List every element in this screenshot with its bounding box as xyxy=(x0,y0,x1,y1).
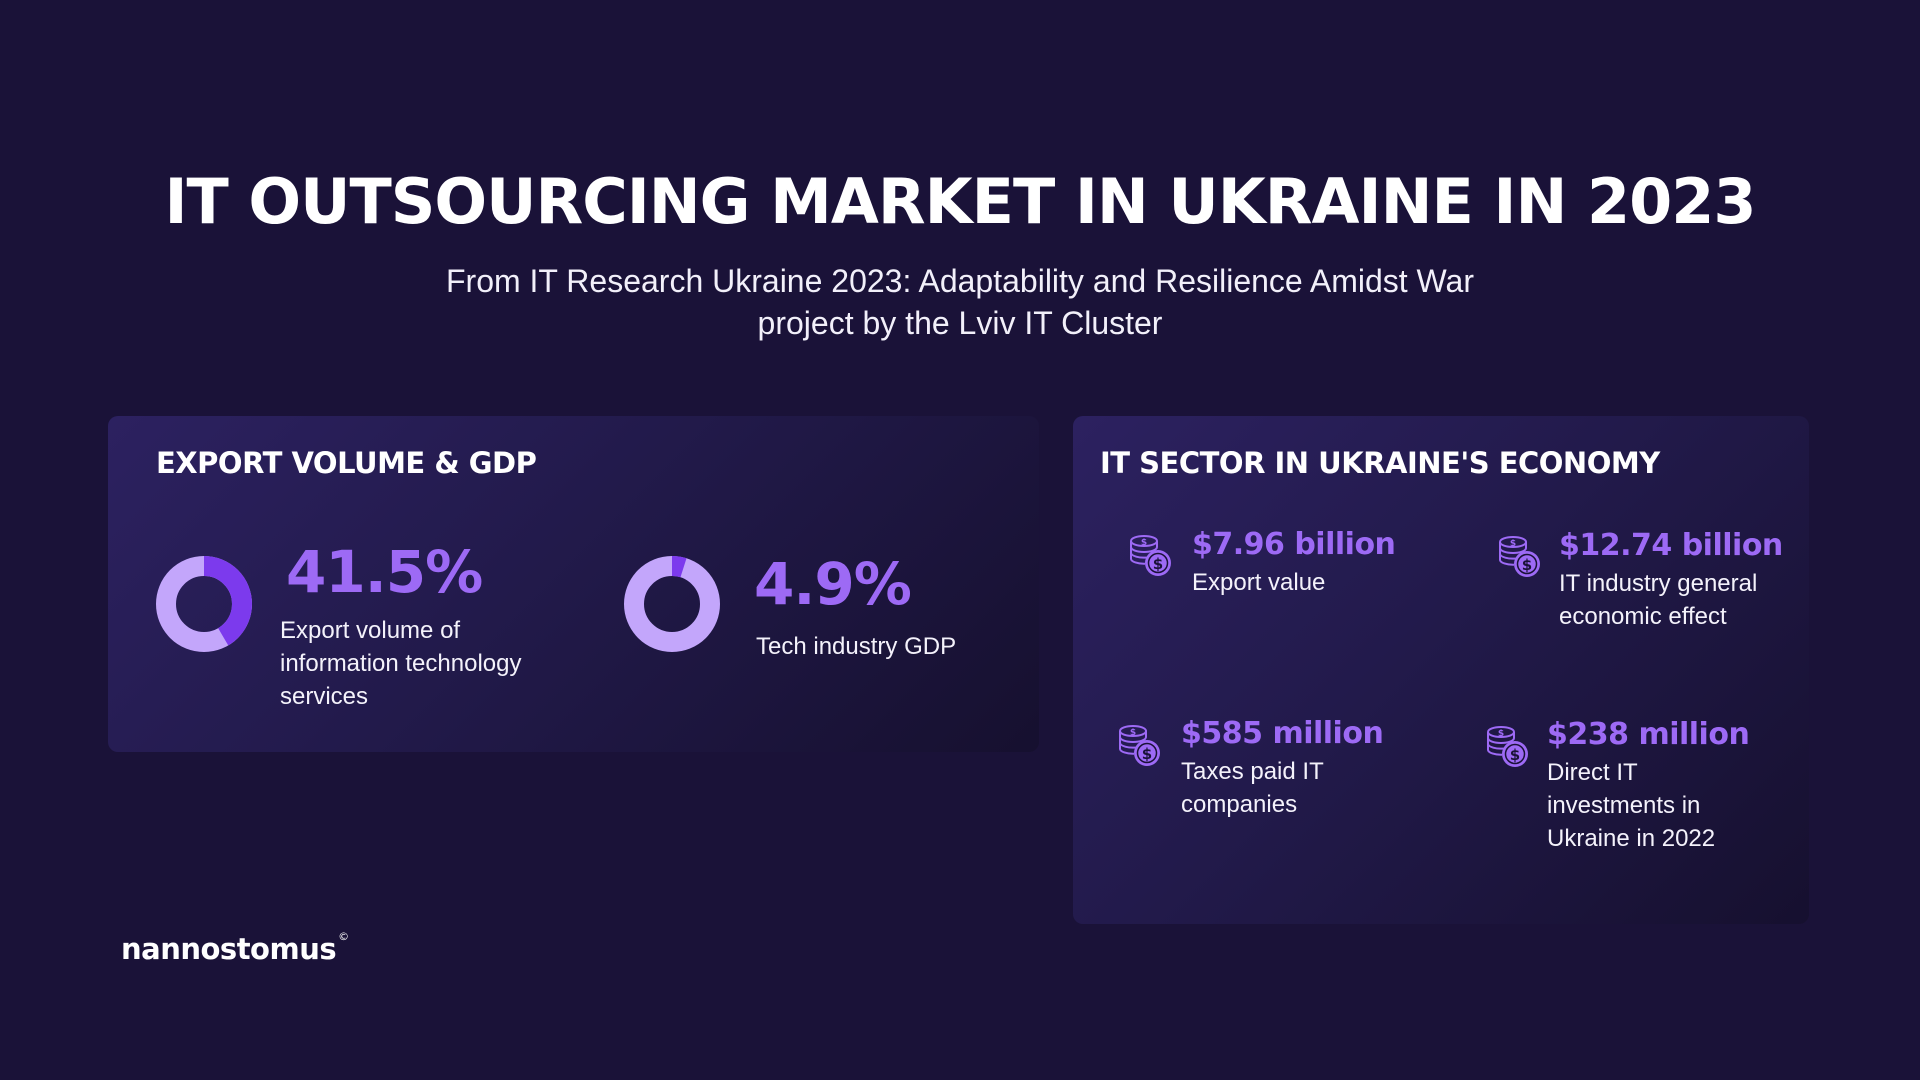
export-value-label: Export value xyxy=(1192,569,1326,596)
donut-base-ring xyxy=(624,556,720,652)
direct-investments-amount: $238 million xyxy=(1547,717,1750,752)
logo-mark: © xyxy=(338,930,349,943)
subtitle-line-1: From IT Research Ukraine 2023: Adaptabil… xyxy=(445,263,1474,299)
svg-text:$: $ xyxy=(1510,746,1520,764)
taxes-paid-label: Taxes paid IT companies xyxy=(1181,758,1324,818)
svg-text:$: $ xyxy=(1510,539,1516,549)
coins-dollar-icon: $ $ xyxy=(1116,722,1164,770)
svg-text:$: $ xyxy=(1522,556,1532,574)
tech-gdp-donut xyxy=(624,556,720,652)
page-title: IT OUTSOURCING MARKET IN UKRAINE IN 2023 xyxy=(164,165,1756,238)
economic-effect-amount: $12.74 billion xyxy=(1559,528,1783,563)
brand-logo: nannostomus © xyxy=(121,930,349,966)
tech-gdp-label: Tech industry GDP xyxy=(756,633,957,660)
economic-effect-label: IT industry general economic effect xyxy=(1559,570,1758,630)
export-volume-value: 41.5% xyxy=(286,538,483,606)
coins-dollar-icon: $ $ xyxy=(1127,532,1175,580)
export-value-amount: $7.96 billion xyxy=(1192,527,1396,562)
export-volume-panel: EXPORT VOLUME & GDP 41.5% Export volume … xyxy=(108,416,1039,752)
tech-gdp-value: 4.9% xyxy=(754,550,912,618)
direct-investments-label: Direct IT investments in Ukraine in 2022 xyxy=(1547,759,1716,852)
taxes-paid-amount: $585 million xyxy=(1181,716,1384,751)
coins-dollar-icon: $ $ xyxy=(1484,723,1532,771)
donut-value-arc xyxy=(624,556,720,652)
export-panel-title: EXPORT VOLUME & GDP xyxy=(156,446,537,480)
donut-value-arc xyxy=(156,556,252,652)
svg-text:$: $ xyxy=(1130,728,1136,738)
coins-dollar-icon: $ $ xyxy=(1496,533,1544,581)
export-volume-donut xyxy=(156,556,252,652)
it-sector-panel-title: IT SECTOR IN UKRAINE'S ECONOMY xyxy=(1100,446,1660,480)
it-sector-panel: IT SECTOR IN UKRAINE'S ECONOMY $ $ $7.96 … xyxy=(1073,416,1809,924)
page-subtitle: From IT Research Ukraine 2023: Adaptabil… xyxy=(360,260,1560,344)
export-volume-label: Export volume of information technology … xyxy=(280,617,522,710)
svg-text:$: $ xyxy=(1141,538,1147,548)
svg-text:$: $ xyxy=(1498,729,1504,739)
logo-text: nannostomus xyxy=(121,932,337,966)
svg-text:$: $ xyxy=(1153,555,1163,573)
subtitle-line-2: project by the Lviv IT Cluster xyxy=(757,305,1163,341)
svg-text:$: $ xyxy=(1142,745,1152,763)
